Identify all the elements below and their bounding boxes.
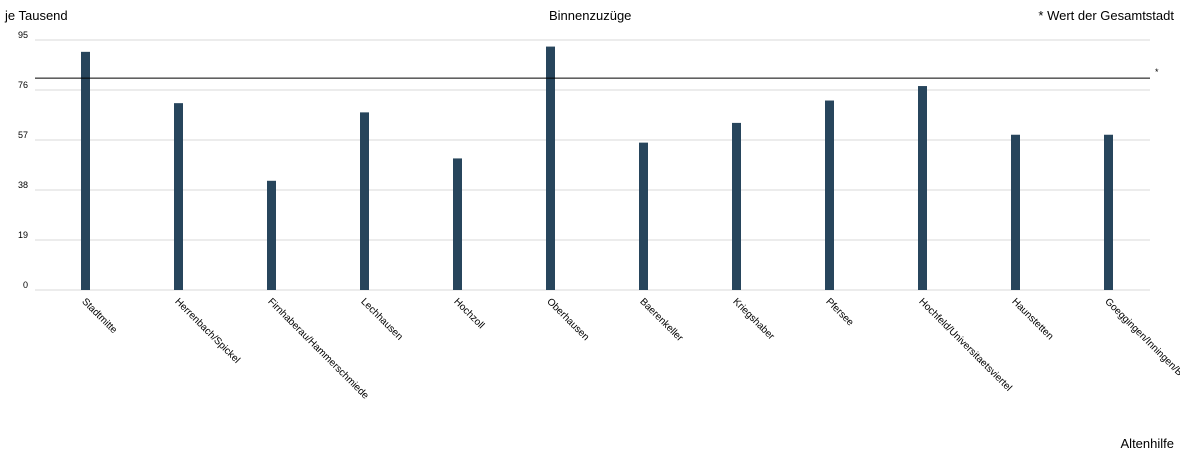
bar: [918, 86, 927, 290]
x-tick-label: Lechhausen: [358, 296, 404, 342]
reference-line-marker: *: [1155, 67, 1159, 77]
reference-note: * Wert der Gesamtstadt: [1038, 8, 1174, 23]
x-tick-label: Oberhausen: [544, 296, 591, 343]
y-tick-label: 38: [18, 180, 28, 190]
x-tick-label: Goeggingen/Inningen/B: [1102, 296, 1180, 378]
x-tick-label: Baerenkeller: [637, 296, 685, 344]
x-tick-label: Firnhaberau/Hammerschmiede: [265, 296, 371, 402]
y-axis-label: je Tausend: [5, 8, 68, 23]
bar: [267, 180, 276, 290]
y-tick-label: 76: [18, 80, 28, 90]
x-tick-label: Herrenbach/Spickel: [172, 296, 241, 365]
footer-label: Altenhilfe: [1120, 436, 1174, 451]
x-tick-label: Stadtmitte: [79, 296, 119, 336]
y-tick-label: 57: [18, 130, 28, 140]
y-tick-label: 19: [18, 230, 28, 240]
bar: [174, 103, 183, 290]
bar: [81, 51, 90, 291]
chart-title: Binnenzuzüge: [549, 8, 632, 23]
x-tick-label: Hochfeld/Universitaetsviertel: [916, 296, 1013, 393]
bar: [453, 158, 462, 290]
y-tick-label: 0: [23, 280, 28, 290]
y-tick-label: 95: [18, 30, 28, 40]
x-tick-label: Haunstetten: [1009, 296, 1055, 342]
x-tick-label: Hochzoll: [451, 296, 486, 331]
bar: [1104, 134, 1113, 290]
bar: [732, 122, 741, 290]
bar: [639, 142, 648, 290]
x-tick-label: Pfersee: [823, 296, 855, 328]
bar: [360, 112, 369, 290]
bar: [825, 100, 834, 291]
x-tick-label: Kriegshaber: [730, 296, 776, 342]
bar: [1011, 134, 1020, 290]
bar: [546, 46, 555, 290]
